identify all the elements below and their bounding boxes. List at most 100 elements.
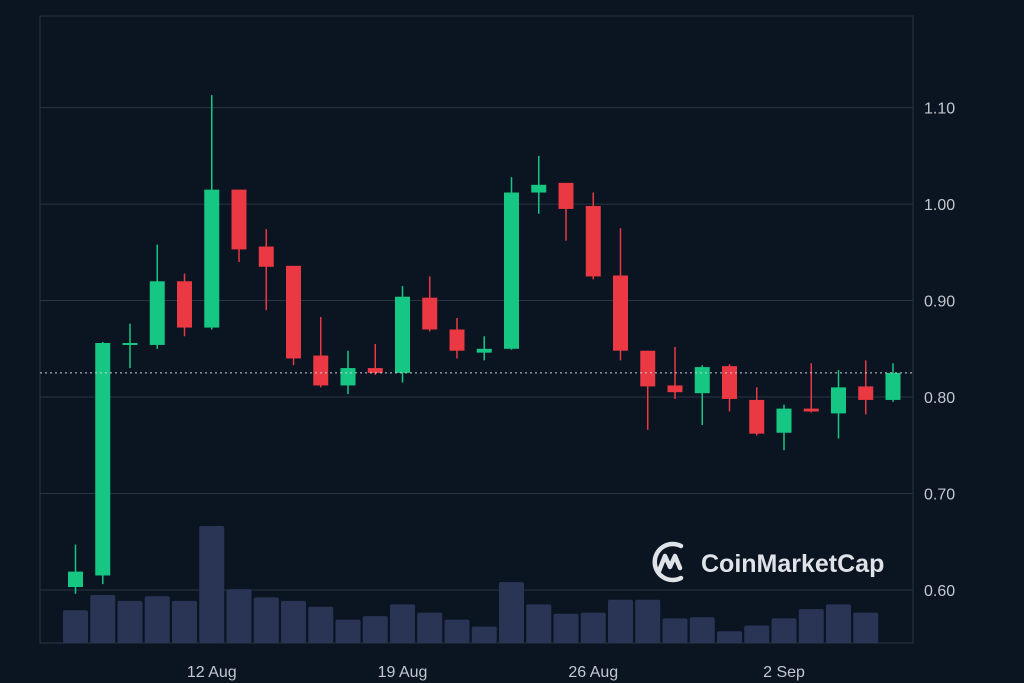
candle-body — [177, 281, 192, 328]
candle-body — [722, 366, 737, 399]
candle-body — [204, 189, 220, 328]
candle-body — [395, 296, 410, 373]
candle-body — [667, 385, 683, 393]
volume-bar — [308, 606, 334, 643]
candle-body — [449, 329, 465, 351]
y-tick-label: 1.00 — [924, 197, 955, 214]
candle-body — [558, 182, 574, 209]
candle-down — [613, 228, 628, 361]
volume-bar — [362, 616, 388, 643]
volume-bar — [689, 617, 715, 643]
y-tick-label: 0.60 — [924, 583, 955, 600]
volume-bar — [744, 625, 770, 643]
candle-body — [258, 246, 274, 267]
candle-up — [504, 177, 519, 350]
y-axis: 0.60 0.70 0.80 0.90 1.00 1.10 — [924, 101, 955, 600]
volume-layer — [63, 526, 879, 643]
candle-down — [749, 387, 765, 436]
volume-bar — [635, 599, 661, 643]
x-tick-label: 12 Aug — [187, 664, 237, 681]
candle-down — [858, 360, 874, 415]
candle-down — [558, 182, 574, 241]
volume-bar — [199, 526, 225, 643]
candle-down — [177, 273, 192, 337]
candle-down — [231, 189, 247, 262]
volume-bar — [798, 609, 824, 643]
candle-body — [858, 386, 874, 400]
volume-bar — [144, 596, 170, 643]
candle-body — [476, 348, 492, 353]
candle-down — [803, 363, 819, 413]
candle-body — [149, 281, 165, 345]
volume-bar — [717, 631, 742, 643]
candle-up — [885, 363, 901, 402]
candle-down — [585, 192, 601, 280]
volume-bar — [226, 589, 252, 643]
volume-bar — [444, 619, 470, 643]
candle-body — [286, 265, 301, 359]
candle-body — [68, 571, 83, 588]
candle-body — [585, 206, 601, 277]
candle-body — [694, 367, 710, 394]
y-tick-label: 1.10 — [924, 101, 955, 118]
candle-up — [831, 370, 846, 439]
volume-bar — [253, 597, 279, 643]
candle-body — [531, 184, 547, 193]
candle-body — [776, 408, 792, 433]
candle-down — [286, 265, 301, 366]
candle-down — [258, 229, 274, 311]
candle-up — [476, 336, 492, 361]
candle-body — [340, 368, 356, 386]
candle-layer — [68, 95, 901, 594]
candle-body — [613, 275, 628, 351]
candle-body — [122, 343, 138, 346]
x-axis: 12 Aug 19 Aug 26 Aug 2 Sep — [187, 664, 805, 681]
coinmarketcap-logo-icon — [652, 541, 684, 583]
candle-body — [885, 372, 901, 400]
volume-bar — [580, 612, 606, 643]
candle-down — [449, 317, 465, 359]
volume-bar — [63, 610, 88, 643]
candle-body — [831, 387, 846, 414]
candle-body — [231, 189, 247, 250]
candle-body — [803, 408, 819, 412]
volume-bar — [662, 618, 688, 643]
candle-up — [204, 95, 220, 330]
coinmarketcap-logo: CoinMarketCap — [652, 541, 884, 583]
candle-down — [422, 276, 438, 332]
volume-bar — [499, 582, 524, 643]
volume-bar — [771, 618, 797, 643]
volume-bar — [390, 604, 415, 643]
candle-body — [95, 343, 111, 576]
volume-bar — [281, 600, 306, 643]
candle-up — [95, 342, 111, 585]
y-tick-label: 0.70 — [924, 486, 955, 503]
volume-bar — [608, 599, 633, 643]
candle-down — [313, 316, 329, 388]
candle-body — [422, 297, 438, 330]
candle-body — [313, 355, 329, 386]
x-tick-label: 26 Aug — [568, 664, 618, 681]
candle-up — [122, 323, 138, 369]
x-tick-label: 19 Aug — [378, 664, 428, 681]
candle-up — [149, 244, 165, 349]
grid-layer — [40, 107, 913, 591]
volume-bar — [826, 604, 851, 643]
candle-down — [367, 343, 383, 375]
y-tick-label: 0.90 — [924, 294, 955, 311]
volume-bar — [526, 604, 552, 643]
y-tick-label: 0.80 — [924, 390, 955, 407]
x-tick-label: 2 Sep — [763, 664, 805, 681]
candle-up — [395, 286, 410, 383]
candle-body — [504, 192, 519, 349]
candle-body — [367, 368, 383, 373]
candle-down — [722, 364, 737, 412]
volume-bar — [335, 619, 361, 643]
candle-body — [640, 350, 656, 387]
volume-bar — [471, 626, 497, 643]
volume-bar — [553, 613, 579, 643]
candle-up — [531, 155, 547, 214]
volume-bar — [853, 612, 879, 643]
volume-bar — [417, 612, 443, 643]
